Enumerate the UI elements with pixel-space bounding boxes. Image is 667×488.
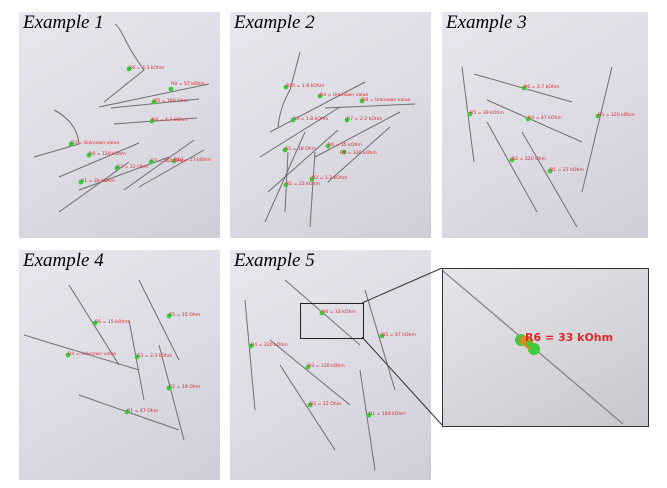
resistor-label: R4 = Unknown value <box>68 352 117 357</box>
resistor-label: R5 = 180 Ohm <box>154 99 189 104</box>
resistor-label: R2 = 12 Ohm <box>310 402 342 407</box>
resistor-label: R5 = 47 kOhm <box>382 333 416 338</box>
resistor-photo <box>23 279 185 441</box>
zoom-panel: R6 = 33 kOhm <box>442 268 649 427</box>
zoomed-resistor <box>443 270 624 425</box>
resistor-label: R6 = 15 kOhm <box>95 320 129 325</box>
resistor-label: R1 = 39 kOhm <box>81 179 115 184</box>
resistor-label: R3 = 330 kOhm <box>308 364 345 369</box>
resistor-label: R6 = 33 kOhm <box>322 310 356 315</box>
resistor-photo <box>244 279 396 471</box>
resistor-label: R4 = Unknown value <box>320 93 369 98</box>
example-1-panel: Example 1 R6 = 3.3 kOhm R8 = 57 kOhm R5 … <box>19 12 220 238</box>
resistor-label: R2 = 220 Ohm <box>512 157 547 162</box>
resistor-photo <box>461 66 613 228</box>
resistor-label: R1 = 180 kOhm <box>369 412 406 417</box>
example-4-panel: Example 4 R6 = 15 kOhm R5 = 15 Ohm R4 = … <box>19 250 220 480</box>
resistor-label: R4 = 47 kOhm <box>528 116 562 121</box>
zoom-region-box <box>300 303 364 339</box>
resistor-photo <box>259 51 416 228</box>
resistor-label: R2 = 18 Ohm <box>169 385 201 390</box>
example-3-panel: Example 3 R6 = 2.7 kOhm R5 = 39 kOhm R4 … <box>442 12 648 238</box>
resistor-label: R2 = 1.2 kOhm <box>312 176 348 181</box>
resistor-label: R1 = 47 Ohm <box>127 409 159 414</box>
panel-title: Example 3 <box>446 12 527 33</box>
resistor-label: R6 = 2.7 kOhm <box>524 85 560 90</box>
resistor-label: R10 = 27 kOhm <box>174 158 211 163</box>
resistor-label: R5 = 15 Ohm <box>169 313 201 318</box>
resistor-label: R8 = Unknown value <box>362 98 411 103</box>
resistor-label: R3 = 3.3 kOhm <box>137 354 173 359</box>
resistor-label: R5 = 18 Ohm <box>285 147 317 152</box>
resistor-photo <box>33 23 210 213</box>
resistor-label: R6 = 3.3 kOhm <box>129 66 165 71</box>
panel-title: Example 1 <box>23 12 104 33</box>
resistor-label: R4 = 220 kOhm <box>251 343 288 348</box>
resistor-label: R8 = 57 kOhm <box>171 82 205 87</box>
resistor-label: R3 = 1.8 kOhm <box>293 117 329 122</box>
resistor-label: R10 = 1.8 kOhm <box>286 84 325 89</box>
resistor-label: R9 = 330 kOhm <box>340 151 377 156</box>
resistor-label: R2 = 22 Ohm <box>117 165 149 170</box>
example-5-panel: Example 5 R6 = 33 kOhm R5 = 47 kOhm R4 =… <box>230 250 431 480</box>
panel-title: Example 5 <box>234 250 315 271</box>
resistor-label: R1 = 27 kOhm <box>550 168 584 173</box>
panel-title: Example 4 <box>23 250 104 271</box>
resistor-label: R5 = 39 kOhm <box>470 111 504 116</box>
resistor-label: R4 = 4.7 kOhm <box>152 118 188 123</box>
resistor-label: R7 = 2.2 kOhm <box>347 117 383 122</box>
panel-title: Example 2 <box>234 12 315 33</box>
resistor-label: R3 = Unknown value <box>71 141 120 146</box>
resistor-label: R6 = 15 kOhm <box>328 143 362 148</box>
resistor-label: R3 = 120 kOhm <box>598 113 635 118</box>
resistor-label: R7 = 560 Ohm <box>151 159 186 164</box>
example-2-panel: Example 2 R10 = 1.8 kOhm R4 = Unknown va… <box>230 12 431 238</box>
zoom-resistor-label: R6 = 33 kOhm <box>525 331 614 344</box>
resistor-label: R1 = 22 kOhm <box>286 182 320 187</box>
resistor-label: R9 = 120 kOhm <box>89 152 126 157</box>
